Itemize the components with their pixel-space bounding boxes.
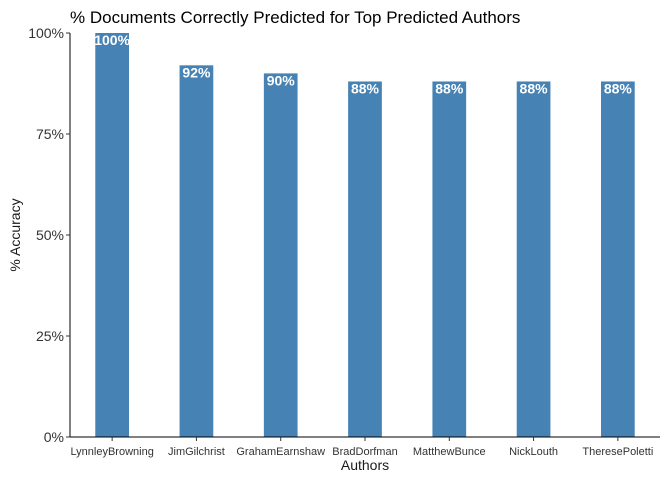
x-ticks: LynnleyBrowning JimGilchrist GrahamEarnsha… [70, 437, 653, 458]
chart-title: % Documents Correctly Predicted for Top … [70, 8, 520, 27]
y-axis-title: % Accuracy [7, 198, 23, 271]
data-label-NickLouth: 88% [520, 80, 549, 96]
data-label-BradDorfman: 88% [351, 80, 380, 96]
data-label-LynnleyBrowning: 100% [94, 32, 130, 48]
x-tick-label-TheresePoletti: TheresePoletti [582, 446, 653, 458]
data-label-GrahamEarnshaw: 90% [267, 72, 296, 88]
bar-BradDorfman [348, 81, 382, 437]
bars-layer [95, 33, 635, 438]
bar-GrahamEarnshaw [263, 73, 298, 438]
data-label-JimGilchrist: 92% [182, 64, 211, 80]
x-tick-label-LynnleyBrowning: LynnleyBrowning [70, 446, 153, 458]
y-tick-label-100: 100% [28, 25, 64, 41]
y-tick-label-25: 25% [36, 328, 64, 344]
data-labels: 100% 92% 90% 88% 88% 88% 88% [94, 32, 632, 96]
data-label-TheresePoletti: 88% [604, 80, 633, 96]
y-ticks: 0% 25% 50% 75% 100% [28, 25, 70, 445]
x-tick-label-BradDorfman: BradDorfman [332, 446, 397, 458]
bar-LynnleyBrowning [95, 33, 129, 437]
x-axis-title: Authors [341, 457, 389, 473]
y-tick-label-50: 50% [36, 227, 64, 243]
x-tick-label-MatthewBunce: MatthewBunce [413, 446, 486, 458]
x-tick-label-GrahamEarnshaw: GrahamEarnshaw [236, 446, 325, 458]
y-tick-label-0: 0% [44, 429, 64, 445]
y-tick-label-75: 75% [36, 126, 64, 142]
data-label-MatthewBunce: 88% [435, 80, 464, 96]
bar-MatthewBunce [432, 81, 467, 437]
x-tick-label-NickLouth: NickLouth [509, 446, 558, 458]
bar-JimGilchrist [179, 65, 214, 437]
bar-TheresePoletti [601, 81, 635, 437]
x-tick-label-JimGilchrist: JimGilchrist [168, 446, 225, 458]
bar-NickLouth [516, 81, 551, 437]
